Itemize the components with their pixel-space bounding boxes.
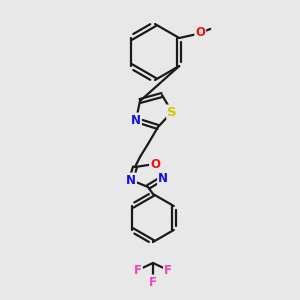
Text: N: N xyxy=(158,172,168,184)
Text: S: S xyxy=(167,106,177,118)
Text: N: N xyxy=(126,173,136,187)
Text: N: N xyxy=(131,113,141,127)
Text: F: F xyxy=(134,263,142,277)
Text: O: O xyxy=(150,158,160,170)
Text: O: O xyxy=(195,26,205,40)
Text: F: F xyxy=(164,263,172,277)
Text: F: F xyxy=(149,275,157,289)
